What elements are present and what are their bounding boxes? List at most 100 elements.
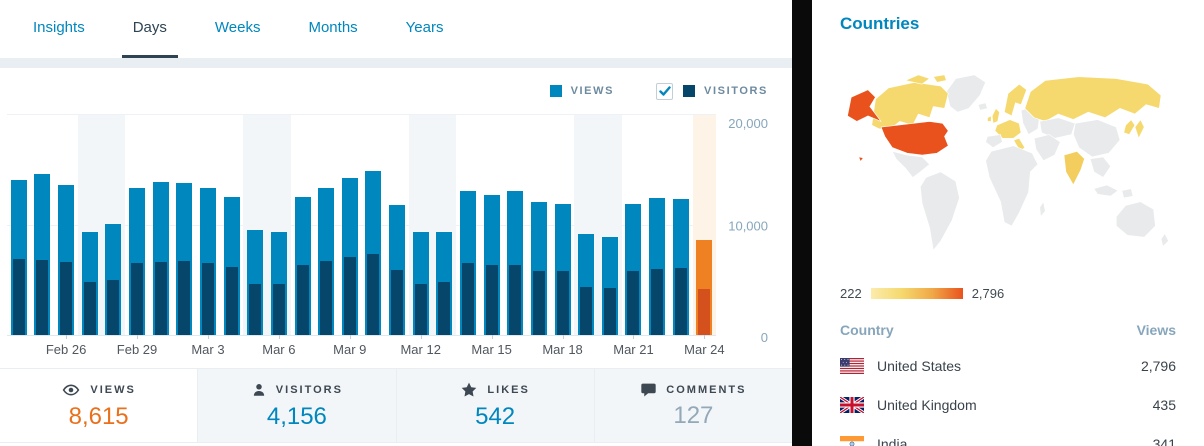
summary-tile-views[interactable]: VIEWS 8,615: [0, 369, 198, 442]
map-region-australia[interactable]: [1115, 201, 1156, 238]
summary-tile-likes[interactable]: LIKES 542: [395, 369, 594, 442]
tab-insights[interactable]: Insights: [33, 19, 85, 36]
chart-bar-group[interactable]: Mar 21: [613, 115, 654, 357]
visitors-bar[interactable]: [698, 289, 711, 335]
visitors-bar[interactable]: [627, 270, 640, 335]
map-region-southeast-asia[interactable]: [1089, 156, 1111, 178]
map-region-middle-east[interactable]: [1033, 134, 1061, 161]
chart-bar-group[interactable]: Mar 9: [333, 115, 366, 357]
chart-bar-group[interactable]: Feb 26: [46, 115, 86, 357]
chart-bar-group[interactable]: Mar 18: [542, 115, 583, 357]
visitors-bar[interactable]: [414, 284, 427, 335]
chart-bar-group[interactable]: [645, 115, 669, 335]
visitors-bar[interactable]: [12, 259, 25, 335]
chart-bar-group[interactable]: Mar 15: [471, 115, 512, 357]
map-region-hawaii[interactable]: [858, 156, 864, 162]
visitors-bar[interactable]: [461, 262, 474, 335]
chart-bar-group[interactable]: Mar 24: [684, 115, 725, 357]
visitors-bar[interactable]: [556, 270, 569, 335]
tab-months[interactable]: Months: [308, 19, 358, 36]
visitors-bar[interactable]: [83, 282, 96, 335]
chart-bar-group[interactable]: [77, 115, 102, 335]
map-region-india[interactable]: [1063, 151, 1085, 186]
tab-days[interactable]: Days: [121, 0, 178, 58]
world-map[interactable]: [840, 58, 1176, 282]
chart-bar-group[interactable]: [432, 115, 457, 335]
visitors-bar[interactable]: [296, 264, 309, 335]
visitors-bar[interactable]: [651, 268, 664, 335]
map-region-indonesia[interactable]: [1093, 184, 1134, 199]
visitors-bar[interactable]: [580, 286, 593, 335]
map-region-alaska[interactable]: [847, 89, 882, 122]
visitors-bar[interactable]: [343, 257, 356, 335]
map-region-united-states[interactable]: [880, 121, 949, 156]
chart-bar-group[interactable]: [220, 115, 244, 335]
visitors-bar[interactable]: [154, 261, 167, 335]
map-region-madagascar[interactable]: [1039, 201, 1046, 217]
map-region-united-kingdom[interactable]: [987, 108, 1000, 124]
chart-bar-group[interactable]: [362, 115, 386, 335]
visitors-bar[interactable]: [438, 282, 451, 335]
visitors-bar[interactable]: [36, 260, 49, 335]
chart-bar-group[interactable]: Feb 29: [117, 115, 157, 357]
chart-bar-group[interactable]: [385, 115, 409, 335]
visitors-bar[interactable]: [391, 269, 404, 335]
map-region-central-asia[interactable]: [1039, 117, 1076, 139]
chart-bar-group[interactable]: [101, 115, 126, 335]
visitors-checkbox[interactable]: [656, 82, 674, 100]
visitors-bar[interactable]: [272, 284, 285, 335]
chart-bar-group[interactable]: [149, 115, 173, 335]
map-region-china[interactable]: [1073, 119, 1121, 158]
chart-bar-group[interactable]: [527, 115, 551, 335]
map-region-scandinavia[interactable]: [1003, 83, 1027, 117]
chart-bar-group[interactable]: [243, 115, 268, 335]
chart-bar-group[interactable]: [314, 115, 338, 335]
visitors-bar[interactable]: [60, 261, 73, 335]
visitors-bar[interactable]: [320, 260, 333, 335]
visitors-bar[interactable]: [674, 267, 687, 335]
table-row[interactable]: India 341: [840, 424, 1176, 446]
visitors-bar[interactable]: [603, 288, 616, 335]
visitors-bar[interactable]: [225, 266, 238, 335]
visitors-bar[interactable]: [532, 270, 545, 335]
map-region-mexico[interactable]: [891, 151, 930, 178]
visitors-bar[interactable]: [131, 262, 144, 335]
chart-bar-group[interactable]: [291, 115, 315, 335]
tab-years[interactable]: Years: [405, 19, 444, 36]
chart-bar-group[interactable]: [7, 115, 31, 335]
visitors-bar[interactable]: [367, 254, 380, 335]
visitors-bar[interactable]: [107, 280, 120, 335]
summary-tile-visitors[interactable]: VISITORS 4,156: [197, 369, 396, 442]
chart-bar-group[interactable]: Mar 3: [191, 115, 225, 357]
visitors-bar[interactable]: [485, 264, 498, 335]
map-region-new-zealand[interactable]: [1160, 233, 1169, 247]
map-region-spain[interactable]: [985, 134, 1003, 148]
chart-bar-group[interactable]: [172, 115, 196, 335]
visitors-bar[interactable]: [201, 262, 214, 335]
visitors-bar[interactable]: [509, 265, 522, 335]
map-region-south-america[interactable]: [919, 171, 960, 251]
visitors-bar[interactable]: [249, 284, 262, 335]
map-region-africa[interactable]: [985, 145, 1039, 227]
chart-bar-group[interactable]: [598, 115, 622, 335]
map-region-western-europe[interactable]: [994, 119, 1022, 139]
table-row[interactable]: United States 2,796: [840, 346, 1176, 385]
chart-bar-group[interactable]: [503, 115, 527, 335]
map-region-japan[interactable]: [1123, 119, 1145, 139]
map-region-iceland[interactable]: [977, 102, 988, 111]
map-region-canada[interactable]: [871, 81, 949, 130]
map-region-greenland[interactable]: [946, 74, 986, 113]
chart-bar-group[interactable]: Mar 6: [262, 115, 295, 357]
chart-bar-group[interactable]: [31, 115, 55, 335]
tab-weeks[interactable]: Weeks: [214, 19, 261, 36]
summary-tile-comments[interactable]: COMMENTS 127: [593, 369, 792, 442]
chart-bar-group[interactable]: [574, 115, 599, 335]
table-row[interactable]: United Kingdom 435: [840, 385, 1176, 424]
chart-bar-group[interactable]: [669, 115, 693, 335]
chart-legend: VIEWS VISITORS: [0, 68, 792, 114]
map-region-russia[interactable]: [1024, 76, 1162, 122]
chart-bar-group[interactable]: [456, 115, 480, 335]
chart-bar-group[interactable]: Mar 12: [400, 115, 441, 357]
visitors-bar[interactable]: [178, 260, 191, 335]
map-region-canadian-arctic[interactable]: [905, 74, 947, 85]
